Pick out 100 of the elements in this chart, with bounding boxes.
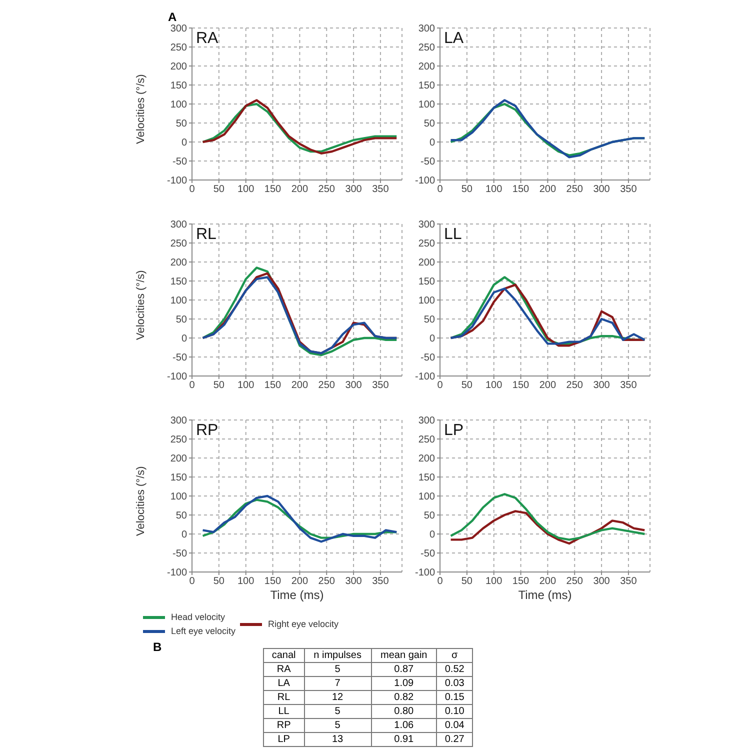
y-tick-label: 250: [418, 238, 436, 250]
x-tick-label: 50: [461, 380, 473, 392]
y-tick-label: 250: [170, 434, 188, 446]
y-tick-label: -100: [166, 372, 188, 383]
text: 7: [334, 678, 340, 689]
category-label: canal: [264, 648, 304, 662]
x-tick-label: 0: [189, 576, 196, 588]
x-tick-label: 150: [512, 380, 530, 392]
text: 0.80: [394, 706, 414, 717]
chart-title: RL: [196, 226, 216, 244]
y-tick-label: -100: [414, 372, 436, 383]
y-tick-label: -50: [420, 352, 436, 364]
x-tick-label: 0: [437, 380, 444, 392]
x-tick-label: 200: [291, 380, 308, 392]
y-tick-label: 250: [170, 42, 188, 54]
y-tick-label: 0: [181, 334, 188, 345]
x-tick-label: 50: [213, 380, 225, 392]
y-tick-label: -100: [414, 176, 436, 187]
y-tick-label: 50: [176, 314, 188, 326]
y-tick-label: 150: [170, 472, 188, 484]
x-tick-label: 100: [238, 576, 255, 588]
x-tick-label: 350: [372, 184, 390, 196]
x-tick-label: 200: [291, 576, 308, 588]
legend-label: Left eye velocity: [171, 626, 236, 636]
category-label: RL: [277, 692, 290, 703]
text: 0.82: [394, 692, 414, 703]
category-label: n impulses: [304, 648, 372, 662]
x-tick-label: 300: [593, 380, 610, 392]
x-tick-label: 0: [437, 576, 444, 588]
x-tick-label: 100: [238, 380, 255, 392]
y-tick-label: -50: [172, 156, 188, 168]
text: 0.10: [444, 706, 464, 717]
text: 5: [334, 720, 340, 731]
x-tick-label: 50: [461, 576, 473, 588]
x-tick-label: 0: [189, 184, 196, 196]
x-tick-label: 350: [620, 184, 638, 196]
x-tick-label: 250: [318, 380, 336, 392]
y-tick-label: 300: [418, 24, 436, 35]
y-tick-label: -100: [414, 568, 436, 579]
text: 0.87: [394, 664, 414, 675]
text: 0.27: [444, 734, 464, 745]
text: A: [168, 10, 177, 24]
x-tick-label: 250: [318, 576, 336, 588]
x-tick-label: 250: [566, 576, 584, 588]
x-tick-label: 100: [486, 184, 503, 196]
x-axis-title: Time (ms): [269, 588, 325, 602]
x-tick-label: 300: [345, 576, 362, 588]
x-tick-label: 50: [213, 576, 225, 588]
y-axis-title: Velocities (°/s): [134, 270, 147, 340]
text: 0.52: [444, 664, 464, 675]
y-tick-label: 100: [170, 492, 188, 503]
x-tick-label: 300: [345, 380, 362, 392]
x-tick-label: 0: [189, 380, 196, 392]
text: 0.04: [444, 720, 464, 731]
y-axis-title: Velocities (°/s): [134, 74, 147, 144]
y-tick-label: 300: [418, 220, 436, 231]
x-tick-label: 50: [213, 184, 225, 196]
y-tick-label: 250: [418, 42, 436, 54]
y-tick-label: 50: [424, 314, 436, 326]
x-tick-label: 50: [461, 184, 473, 196]
category-label: RA: [276, 664, 291, 675]
x-tick-label: 150: [264, 184, 282, 196]
y-tick-label: 50: [176, 118, 188, 130]
x-tick-label: 0: [437, 184, 444, 196]
x-tick-label: 200: [539, 380, 556, 392]
y-tick-label: 200: [170, 62, 188, 73]
x-tick-label: 150: [512, 184, 530, 196]
y-tick-label: -50: [172, 548, 188, 560]
y-tick-label: -100: [166, 568, 188, 579]
x-tick-label: 350: [372, 576, 390, 588]
x-tick-label: 150: [512, 576, 530, 588]
x-tick-label: 100: [238, 184, 255, 196]
x-tick-label: 300: [345, 184, 362, 196]
y-tick-label: 0: [429, 530, 436, 541]
x-tick-label: 150: [264, 576, 282, 588]
y-tick-label: 100: [418, 296, 436, 307]
chart-title: LP: [444, 422, 464, 440]
x-tick-label: 100: [486, 380, 503, 392]
text: 5: [334, 706, 340, 717]
y-tick-label: 50: [176, 510, 188, 522]
x-tick-label: 300: [593, 184, 610, 196]
chart-title: RA: [196, 30, 218, 48]
x-tick-label: 200: [291, 184, 308, 196]
y-tick-label: -50: [172, 352, 188, 364]
text: 5: [334, 664, 340, 675]
x-tick-label: 100: [486, 576, 503, 588]
y-tick-label: 150: [418, 276, 436, 288]
y-tick-label: 150: [418, 80, 436, 92]
y-tick-label: -50: [420, 156, 436, 168]
y-tick-label: 200: [170, 454, 188, 465]
x-tick-label: 250: [566, 380, 584, 392]
legend-label: Right eye velocity: [268, 619, 339, 629]
y-tick-label: 300: [170, 416, 188, 427]
y-tick-label: 250: [170, 238, 188, 250]
y-tick-label: 100: [170, 296, 188, 307]
y-tick-label: 150: [418, 472, 436, 484]
x-tick-label: 200: [539, 576, 556, 588]
y-axis-title: Velocities (°/s): [134, 466, 147, 536]
category-label: mean gain: [371, 648, 437, 662]
text: 0.15: [444, 692, 464, 703]
